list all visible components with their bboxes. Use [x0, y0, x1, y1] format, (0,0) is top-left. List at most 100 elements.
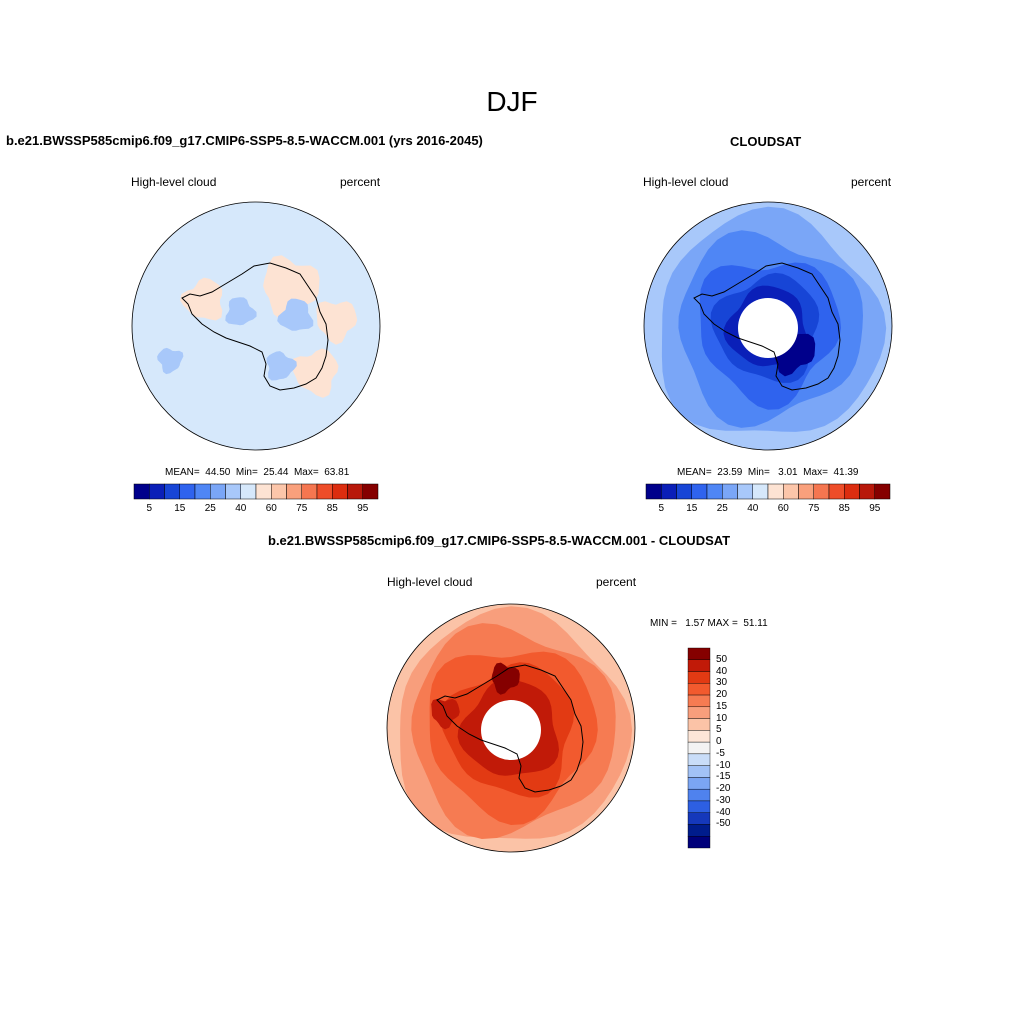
colorbar-tick-label: -30: [716, 794, 731, 806]
panel-2-colorbar-ticks: 5 15 25 40 60 75 85 95: [646, 503, 890, 517]
colorbar-swatch: [687, 718, 711, 731]
colorbar-swatch: [194, 483, 211, 500]
colorbar-swatch: [687, 812, 711, 825]
colorbar-tick-label: 15: [686, 503, 698, 514]
colorbar-tick-label: 5: [658, 503, 665, 514]
panel-1-title: b.e21.BWSSP585cmip6.f09_g17.CMIP6-SSP5-8…: [6, 133, 483, 148]
colorbar-tick-label: 0: [716, 736, 722, 748]
panel-2-variable-label: High-level cloud: [643, 175, 729, 189]
colorbar-swatch: [687, 659, 711, 672]
colorbar-swatch: [687, 800, 711, 813]
colorbar-swatch: [687, 683, 711, 696]
colorbar-tick-label: 95: [357, 503, 369, 514]
colorbar-tick-label: 25: [716, 503, 728, 514]
colorbar-swatch: [813, 483, 830, 500]
panel-1-stats: MEAN= 44.50 Min= 25.44 Max= 63.81: [165, 467, 350, 478]
panel-1-variable-label: High-level cloud: [131, 175, 217, 189]
colorbar-tick-label: 5: [146, 503, 153, 514]
colorbar-swatch: [706, 483, 723, 500]
colorbar-swatch: [362, 483, 379, 500]
colorbar-swatch: [301, 483, 318, 500]
colorbar-tick-label: 40: [747, 503, 759, 514]
colorbar-tick-label: 15: [174, 503, 186, 514]
panel-2-title: CLOUDSAT: [730, 134, 802, 149]
colorbar-tick-label: 85: [326, 503, 338, 514]
colorbar-tick-label: 30: [716, 677, 728, 689]
colorbar-swatch: [687, 788, 711, 802]
colorbar-swatch: [687, 671, 711, 684]
panel-3-variable-label: High-level cloud: [387, 575, 473, 589]
panel-2-polar-map: [643, 201, 893, 451]
colorbar-swatch: [737, 483, 753, 500]
colorbar-tick-label: 15: [716, 700, 728, 712]
colorbar-swatch: [752, 483, 769, 500]
panel-3-title: b.e21.BWSSP585cmip6.f09_g17.CMIP6-SSP5-8…: [268, 533, 731, 548]
colorbar-swatch: [687, 647, 711, 660]
panel-1-colorbar: [133, 483, 379, 500]
panel-1-colorbar-ticks: 5 15 25 40 60 75 85 95: [134, 503, 378, 517]
panel-2-colorbar: [645, 483, 891, 500]
colorbar-swatch: [676, 483, 692, 500]
figure-title: DJF: [486, 86, 538, 117]
colorbar-tick-label: 20: [716, 689, 728, 701]
colorbar-swatch: [859, 483, 875, 500]
colorbar-swatch: [687, 824, 711, 837]
colorbar-tick-label: -40: [716, 806, 731, 818]
colorbar-swatch: [687, 777, 711, 790]
colorbar-tick-label: -10: [716, 759, 731, 771]
colorbar-swatch: [687, 694, 711, 708]
colorbar-swatch: [240, 483, 257, 500]
colorbar-swatch: [687, 753, 711, 766]
colorbar-swatch: [164, 483, 180, 500]
panel-3-colorbar-ticks: 50 40 30 20 15 10 5 0 -5 -10 -15 -20 -30 -40 -50: [716, 648, 756, 848]
panel-2-stats: MEAN= 23.59 Min= 3.01 Max= 41.39: [677, 467, 859, 478]
colorbar-tick-label: -50: [716, 818, 731, 830]
colorbar-tick-label: 5: [716, 724, 722, 736]
colorbar-tick-label: 85: [838, 503, 850, 514]
panel-3-units-label: percent: [596, 575, 637, 589]
colorbar-swatch: [286, 483, 302, 500]
colorbar-tick-label: 95: [869, 503, 881, 514]
colorbar-tick-label: -15: [716, 771, 731, 783]
colorbar-tick-label: 60: [265, 503, 277, 514]
colorbar-swatch: [661, 483, 677, 500]
colorbar-tick-label: 75: [808, 503, 820, 514]
colorbar-swatch: [722, 483, 738, 500]
panel-3-colorbar: [687, 647, 711, 849]
colorbar-tick-label: -20: [716, 783, 731, 795]
colorbar-tick-label: 10: [716, 712, 728, 724]
colorbar-swatch: [687, 730, 711, 743]
panel-2-units-label: percent: [851, 175, 892, 189]
colorbar-swatch: [874, 483, 891, 500]
colorbar-swatch: [828, 483, 845, 500]
colorbar-swatch: [844, 483, 860, 500]
colorbar-swatch: [179, 483, 196, 500]
colorbar-swatch: [687, 741, 711, 755]
colorbar-tick-label: 50: [716, 653, 728, 665]
colorbar-swatch: [687, 706, 711, 719]
colorbar-swatch: [691, 483, 708, 500]
colorbar-tick-label: 40: [716, 665, 728, 677]
colorbar-swatch: [783, 483, 799, 500]
colorbar-swatch: [347, 483, 363, 500]
colorbar-swatch: [645, 483, 662, 500]
colorbar-tick-label: -5: [716, 747, 725, 759]
colorbar-swatch: [687, 836, 711, 849]
colorbar-swatch: [210, 483, 226, 500]
colorbar-swatch: [149, 483, 165, 500]
colorbar-tick-label: 75: [296, 503, 308, 514]
colorbar-swatch: [255, 483, 272, 500]
panel-3-polar-map: [386, 603, 636, 853]
colorbar-swatch: [316, 483, 333, 500]
panel-1-units-label: percent: [340, 175, 381, 189]
panel-3-stats: MIN = 1.57 MAX = 51.11: [650, 618, 768, 629]
colorbar-swatch: [271, 483, 287, 500]
panel-1-polar-map: [131, 201, 381, 451]
colorbar-tick-label: 40: [235, 503, 247, 514]
colorbar-tick-label: 60: [777, 503, 789, 514]
colorbar-swatch: [133, 483, 150, 500]
colorbar-swatch: [767, 483, 784, 500]
colorbar-swatch: [687, 765, 711, 778]
colorbar-swatch: [332, 483, 348, 500]
colorbar-swatch: [225, 483, 241, 500]
